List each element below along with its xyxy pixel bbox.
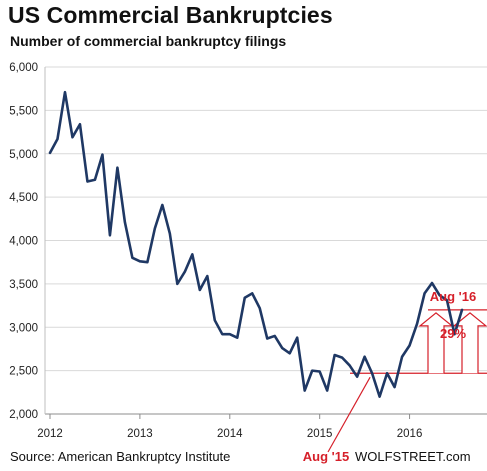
chart-title: US Commercial Bankruptcies bbox=[8, 2, 333, 28]
up-arrow-left bbox=[418, 312, 454, 374]
y-tick-label: 3,500 bbox=[9, 279, 38, 291]
x-tick-label: 2014 bbox=[217, 428, 243, 440]
series-line bbox=[48, 90, 464, 398]
y-tick-label: 2,500 bbox=[9, 366, 38, 378]
source-note: Source: American Bankruptcy Institute bbox=[10, 449, 231, 464]
brand-label: WOLFSTREET.com bbox=[355, 449, 471, 464]
pointer-aug-15 bbox=[327, 376, 371, 453]
annotation-aug-16: Aug '16 bbox=[430, 289, 476, 304]
y-tick-label: 3,000 bbox=[9, 322, 38, 334]
x-tick-label: 2015 bbox=[307, 428, 333, 440]
up-arrow-right bbox=[452, 312, 487, 374]
y-tick-label: 5,000 bbox=[9, 149, 38, 161]
y-tick-label: 6,000 bbox=[9, 62, 38, 74]
chart-subtitle: Number of commercial bankruptcy filings bbox=[10, 33, 287, 49]
x-tick-label: 2012 bbox=[37, 428, 63, 440]
annotation-aug-15: Aug '15 bbox=[303, 449, 349, 464]
y-tick-label: 4,000 bbox=[9, 236, 38, 248]
x-tick-label: 2013 bbox=[127, 428, 153, 440]
annotation-change: 29% bbox=[440, 326, 466, 341]
y-tick-label: 2,000 bbox=[9, 409, 38, 421]
y-tick-label: 5,500 bbox=[9, 105, 38, 117]
x-tick-label: 2016 bbox=[397, 428, 423, 440]
y-tick-label: 4,500 bbox=[9, 192, 38, 204]
